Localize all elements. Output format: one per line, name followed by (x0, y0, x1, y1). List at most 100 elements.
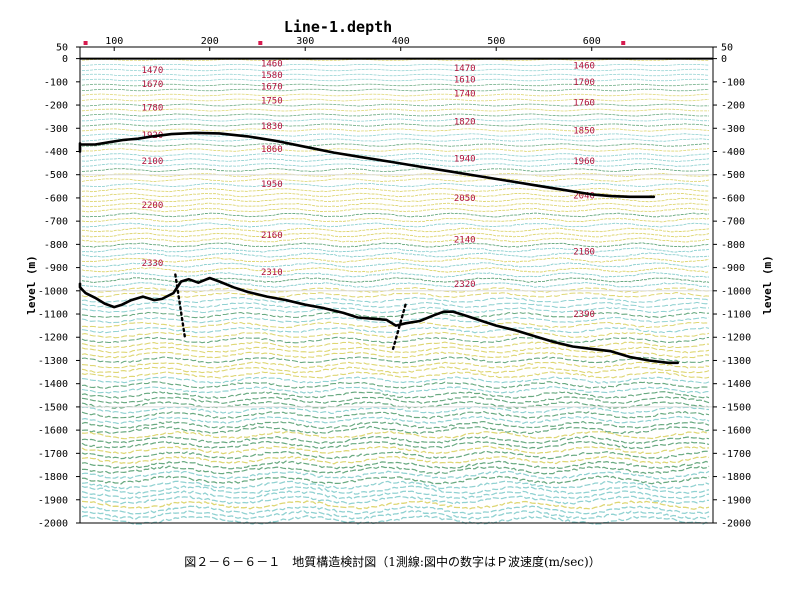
velocity-label: 2160 (261, 231, 283, 241)
velocity-label: 1670 (261, 82, 283, 92)
y-tick-label-left: -1500 (38, 402, 68, 413)
velocity-label: 1950 (261, 180, 283, 190)
velocity-label: 1750 (261, 96, 283, 106)
y-tick-label-right: -1600 (721, 426, 751, 437)
y-tick-label-right: -900 (721, 263, 745, 274)
y-tick-label-left: 0 (62, 54, 68, 65)
y-tick-label-left: -1900 (38, 495, 68, 506)
y-tick-label-right: 0 (721, 54, 727, 65)
y-tick-label-right: -1300 (721, 356, 751, 367)
red-marker (83, 41, 88, 45)
velocity-label: 1470 (142, 66, 164, 76)
y-tick-label-right: -100 (721, 77, 745, 88)
x-tick-label: 300 (296, 36, 314, 47)
velocity-label: 1830 (261, 122, 283, 132)
y-tick-label-left: -1000 (38, 286, 68, 297)
velocity-label: 1610 (454, 76, 476, 86)
fault-line (391, 303, 407, 351)
velocity-label: 2180 (573, 247, 595, 257)
y-tick-label-right: -1700 (721, 449, 751, 460)
y-tick-label-left: -700 (44, 217, 68, 228)
velocity-label: 1820 (454, 117, 476, 127)
red-marker (621, 41, 626, 45)
y-tick-label-right: -800 (721, 240, 745, 251)
y-tick-label-right: -1100 (721, 310, 751, 321)
y-tick-label-left: -400 (44, 147, 68, 158)
velocity-label: 1760 (573, 99, 595, 109)
velocity-label: 1670 (142, 80, 164, 90)
velocity-label: 1860 (261, 145, 283, 155)
y-tick-label-left: -1600 (38, 426, 68, 437)
velocity-label: 2050 (454, 194, 476, 204)
y-axis-label-right: level (m) (761, 255, 774, 315)
velocity-label: 2390 (573, 310, 595, 320)
plot-frame (79, 46, 714, 524)
y-tick-label-right: -1900 (721, 495, 751, 506)
y-tick-label-left: -2000 (38, 519, 68, 530)
y-tick-label-right: -500 (721, 170, 745, 181)
y-tick-label-left: -1800 (38, 472, 68, 483)
velocity-label: 2310 (261, 268, 283, 278)
y-tick-label-left: -900 (44, 263, 68, 274)
y-tick-label-left: -600 (44, 193, 68, 204)
y-tick-label-left: 50 (56, 43, 68, 54)
x-tick-label: 100 (105, 36, 123, 47)
y-tick-label-right: -700 (721, 217, 745, 228)
velocity-label: 1780 (142, 103, 164, 113)
y-axis-ticks: 50 500 0-100 -100-200 -200-300 -300-400 -400-5… (38, 43, 751, 530)
velocity-label: 1960 (573, 157, 595, 167)
velocity-label: 2140 (454, 236, 476, 246)
y-tick-label-right: -1000 (721, 286, 751, 297)
velocity-label: 1940 (454, 154, 476, 164)
y-tick-label-right: -600 (721, 193, 745, 204)
x-axis-ticks: 100 200 300 400 500 600 (105, 36, 601, 51)
velocity-label: 1850 (573, 127, 595, 137)
y-tick-label-right: 50 (721, 43, 733, 54)
y-tick-label-left: -200 (44, 101, 68, 112)
y-tick-label-left: -1100 (38, 310, 68, 321)
horizon-lines (78, 131, 679, 365)
horizon-line (78, 131, 656, 199)
y-tick-label-right: -1500 (721, 402, 751, 413)
chart-title: Line-1.depth (284, 18, 392, 36)
velocity-label: 1460 (573, 62, 595, 72)
y-tick-label-right: -2000 (721, 519, 751, 530)
velocity-label: 2100 (142, 157, 164, 167)
x-tick-label: 200 (201, 36, 219, 47)
y-tick-label-left: -1200 (38, 333, 68, 344)
y-tick-label-right: -1200 (721, 333, 751, 344)
y-tick-label-left: -100 (44, 77, 68, 88)
y-tick-label-left: -500 (44, 170, 68, 181)
velocity-label: 2330 (142, 259, 164, 269)
y-tick-label-right: -400 (721, 147, 745, 158)
x-tick-label: 600 (583, 36, 601, 47)
velocity-label: 1740 (454, 89, 476, 99)
velocity-label: 1700 (573, 78, 595, 88)
fault-line (174, 273, 187, 339)
fault-lines (174, 273, 407, 351)
seismic-trace-texture (81, 58, 710, 525)
reference-lines (80, 57, 713, 408)
y-tick-label-left: -1700 (38, 449, 68, 460)
red-marker (258, 41, 263, 45)
red-markers (83, 41, 626, 45)
velocity-label: 2040 (573, 192, 595, 202)
y-tick-label-left: -1400 (38, 379, 68, 390)
x-tick-label: 500 (487, 36, 505, 47)
horizon-line (78, 276, 679, 365)
velocity-label: 1460 (261, 59, 283, 69)
x-tick-label: 400 (392, 36, 410, 47)
velocity-label: 1580 (261, 71, 283, 81)
y-tick-label-left: -1300 (38, 356, 68, 367)
velocity-labels: 1470167017801920210022002330146015801670… (142, 59, 595, 320)
y-tick-label-right: -1800 (721, 472, 751, 483)
velocity-label: 2320 (454, 280, 476, 290)
figure-caption: 図２－６－６－１ 地質構造検討図（1測線:図中の数字はＰ波速度(m/sec)） (184, 555, 601, 569)
velocity-label: 2200 (142, 201, 164, 211)
y-tick-label-right: -200 (721, 101, 745, 112)
y-tick-label-left: -300 (44, 124, 68, 135)
y-tick-label-right: -1400 (721, 379, 751, 390)
y-axis-label-left: level (m) (25, 255, 38, 315)
velocity-label: 1470 (454, 64, 476, 74)
